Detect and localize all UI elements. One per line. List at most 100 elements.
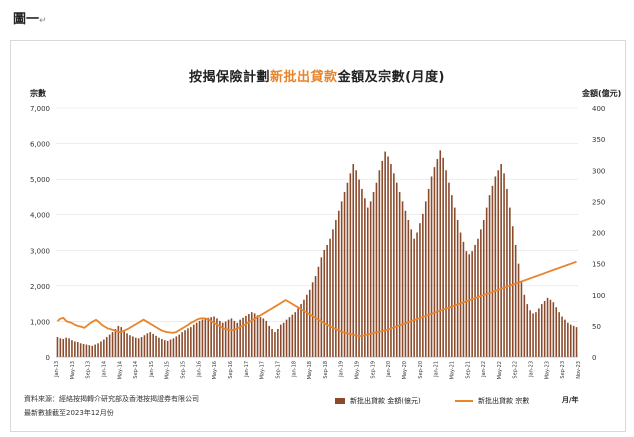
bar: [239, 319, 241, 357]
bar: [398, 192, 401, 357]
x-tick-label: Sep-23: [560, 361, 566, 379]
bar: [503, 173, 505, 357]
bar: [190, 327, 192, 357]
bar: [117, 325, 120, 357]
bar: [558, 312, 560, 357]
bar: [361, 188, 363, 357]
x-tick-label: Nov-23: [576, 361, 582, 379]
bar: [94, 344, 96, 357]
bar: [207, 317, 210, 357]
bar: [224, 321, 227, 357]
bar: [448, 182, 450, 357]
x-tick-label: Jan-20: [386, 361, 392, 378]
bar: [453, 207, 456, 357]
bar: [520, 282, 523, 357]
bar: [543, 300, 546, 357]
bar: [393, 173, 395, 357]
bar: [271, 328, 273, 357]
bar: [152, 333, 154, 357]
bar: [134, 337, 137, 357]
bar: [465, 251, 468, 357]
bar: [375, 182, 378, 357]
legend-label-count: 新批出貸款 宗數: [478, 397, 530, 405]
bar: [297, 308, 299, 357]
bar: [387, 156, 389, 357]
bar: [311, 282, 314, 357]
x-tick-label: May-14: [117, 361, 123, 379]
bar: [143, 335, 146, 357]
bar: [419, 223, 421, 357]
bar: [335, 220, 337, 357]
x-tick-label: May-16: [212, 361, 218, 379]
source-note: 資料來源：經絡按揭轉介研究部及香港按揭證券有限公司: [24, 395, 199, 403]
bar: [471, 251, 473, 357]
bar: [514, 244, 517, 357]
x-tick-label: Jan-19: [339, 361, 345, 378]
bar: [192, 324, 195, 357]
bar: [308, 289, 311, 357]
bar: [91, 345, 94, 357]
x-tick-label: May-13: [70, 361, 76, 379]
bar: [340, 201, 343, 357]
bar: [407, 220, 410, 357]
x-tick-label: May-21: [450, 361, 456, 379]
bar: [236, 322, 239, 357]
bar: [366, 207, 369, 357]
updated-note: 最新數據截至2023年12月份: [24, 409, 114, 417]
bar: [372, 192, 375, 357]
bar: [433, 167, 436, 357]
bar: [137, 338, 140, 357]
bar: [532, 313, 534, 357]
bar: [68, 338, 70, 357]
bar: [567, 322, 569, 357]
bar: [233, 320, 236, 357]
bar: [511, 226, 514, 357]
bar: [413, 238, 415, 357]
bar: [79, 343, 82, 357]
y-right-tick-label: 300: [592, 167, 605, 175]
x-tick-label: Jan-16: [196, 361, 202, 378]
bar: [462, 241, 465, 357]
y-right-tick-label: 50: [592, 323, 601, 331]
bar: [494, 176, 497, 357]
x-tick-label: Jan-13: [54, 361, 60, 378]
bar: [158, 337, 160, 357]
y-right-tick-label: 0: [592, 354, 596, 362]
x-tick-label: May-18: [307, 361, 313, 379]
title-part-highlight: 新批出貸款: [270, 70, 338, 85]
bar: [491, 185, 494, 357]
bar: [126, 333, 128, 357]
legend-item-count: 新批出貸款 宗數: [455, 396, 529, 406]
bar: [422, 213, 424, 357]
bar: [172, 338, 175, 357]
bar: [369, 201, 372, 357]
bar: [572, 325, 575, 357]
bar: [404, 210, 407, 357]
bar: [346, 182, 349, 357]
bar: [378, 170, 381, 357]
bar: [169, 339, 172, 357]
y-right-tick-label: 350: [592, 136, 605, 144]
x-tick-label: Jan-18: [291, 361, 297, 378]
bar: [526, 304, 529, 357]
bar: [384, 151, 386, 357]
bar: [561, 316, 563, 357]
bar: [549, 299, 552, 357]
bar: [337, 210, 340, 357]
bar: [129, 335, 131, 357]
bar: [427, 188, 430, 357]
x-tick-label: May-22: [497, 361, 503, 379]
bar: [242, 317, 244, 357]
bar: [482, 220, 485, 357]
count-line: [56, 260, 577, 337]
x-tick-label: Sep-18: [323, 361, 329, 379]
bar: [358, 179, 360, 357]
bar: [111, 332, 114, 357]
bar: [265, 320, 268, 357]
bar: [105, 337, 108, 357]
bar: [59, 338, 62, 357]
bar: [250, 312, 253, 357]
bar: [181, 332, 183, 357]
bar: [103, 339, 105, 357]
bar: [306, 294, 308, 357]
